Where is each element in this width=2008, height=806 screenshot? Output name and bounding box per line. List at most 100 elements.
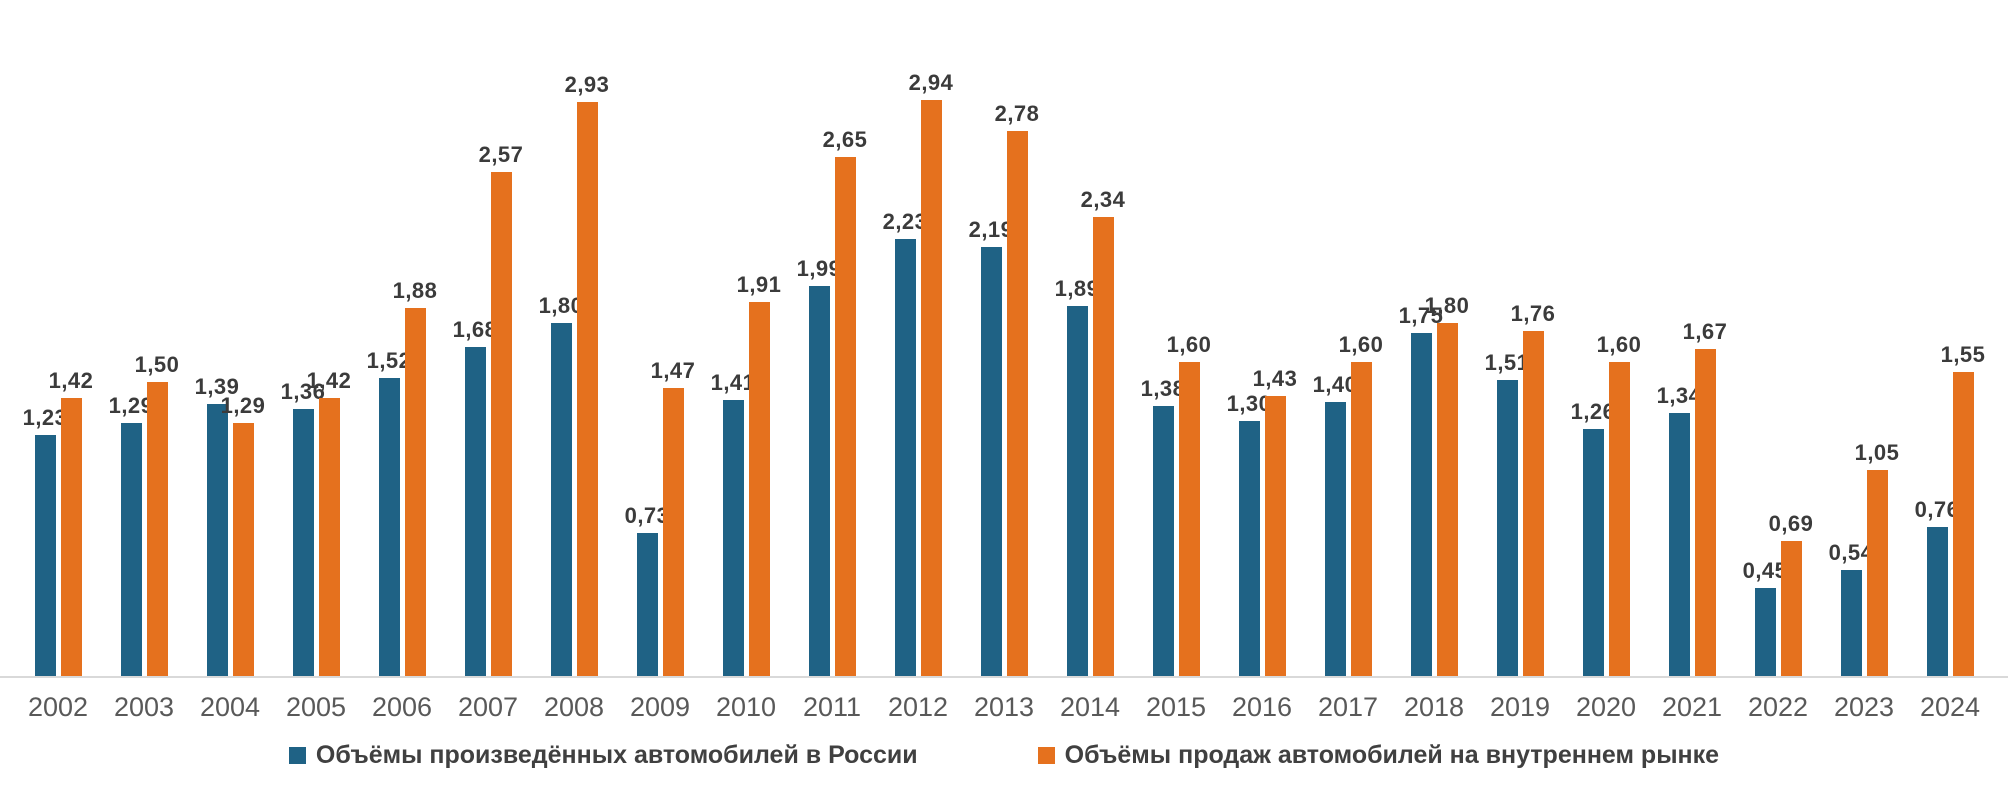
bar-production-2007: 1,68 xyxy=(453,317,497,676)
value-label: 1,60 xyxy=(1596,332,1642,357)
x-tick-2011: 2011 xyxy=(802,692,862,722)
bar-pair: 1,36 1,42 xyxy=(281,368,351,676)
bar-pair: 1,38 1,60 xyxy=(1141,332,1211,676)
year-group-2014: 1,89 2,34 xyxy=(1047,187,1133,676)
bar-sales-2018: 1,80 xyxy=(1425,293,1469,676)
bar-sales-2011: 2,65 xyxy=(823,127,867,676)
value-label: 1,34 xyxy=(1656,383,1702,408)
value-label: 1,29 xyxy=(220,393,266,418)
value-label: 0,54 xyxy=(1828,540,1874,565)
year-group-2016: 1,30 1,43 xyxy=(1219,366,1305,676)
bar-sales-2024: 1,55 xyxy=(1941,342,1985,676)
plot-area: 1,23 1,42 1,29 1,50 1,39 1,29 1,36 1,42 1,52 1,88… xyxy=(0,70,2008,678)
bar-production-2012: 2,23 xyxy=(883,209,927,676)
x-tick-2009: 2009 xyxy=(629,692,691,722)
bar-sales-2014: 2,34 xyxy=(1081,187,1125,676)
year-group-2008: 1,80 2,93 xyxy=(531,72,617,676)
bar-pair: 0,54 1,05 xyxy=(1829,440,1899,676)
x-tick-2023: 2023 xyxy=(1833,692,1895,722)
bar-sales-2002: 1,42 xyxy=(49,368,93,676)
bar-pair: 0,45 0,69 xyxy=(1743,511,1813,676)
bar-sales-2006: 1,88 xyxy=(393,278,437,676)
value-label: 1,55 xyxy=(1940,342,1986,367)
value-label: 1,75 xyxy=(1398,303,1444,328)
bar-production-2004: 1,39 xyxy=(195,374,239,676)
bar-pair: 2,19 2,78 xyxy=(969,101,1039,676)
x-tick-2019: 2019 xyxy=(1489,692,1551,722)
value-label: 1,76 xyxy=(1510,301,1556,326)
x-tick-2022: 2022 xyxy=(1747,692,1809,722)
bar-pair: 1,40 1,60 xyxy=(1313,332,1383,676)
bar-sales-2012: 2,94 xyxy=(909,70,953,676)
bar-production-2008: 1,80 xyxy=(539,293,583,676)
value-label: 2,93 xyxy=(564,72,610,97)
legend-swatch-sales-icon xyxy=(1037,747,1055,764)
value-label: 2,34 xyxy=(1080,187,1126,212)
x-tick-2024: 2024 xyxy=(1919,692,1981,722)
bar-sales-2023: 1,05 xyxy=(1855,440,1899,676)
bar-production-2010: 1,41 xyxy=(711,370,755,676)
value-label: 1,99 xyxy=(796,256,842,281)
year-group-2013: 2,19 2,78 xyxy=(961,101,1047,676)
value-label: 1,30 xyxy=(1226,391,1272,416)
year-group-2022: 0,45 0,69 xyxy=(1735,511,1821,676)
value-label: 2,78 xyxy=(994,101,1040,126)
x-tick-2006: 2006 xyxy=(371,692,433,722)
year-group-2009: 0,73 1,47 xyxy=(617,358,703,676)
bar-sales-2017: 1,60 xyxy=(1339,332,1383,676)
bar-pair: 1,52 1,88 xyxy=(367,278,437,676)
bar-pair: 1,51 1,76 xyxy=(1485,301,1555,676)
bar-production-2003: 1,29 xyxy=(109,393,153,676)
x-tick-2012: 2012 xyxy=(887,692,949,722)
bar-pair: 1,39 1,29 xyxy=(195,374,265,676)
value-label: 1,38 xyxy=(1140,376,1186,401)
year-group-2010: 1,41 1,91 xyxy=(703,272,789,676)
bar-production-2015: 1,38 xyxy=(1141,376,1185,676)
value-label: 1,52 xyxy=(366,348,412,373)
bar-production-2022: 0,45 xyxy=(1743,558,1787,676)
legend-item-production: Объёмы произведённых автомобилей в Росси… xyxy=(288,741,918,770)
value-label: 1,88 xyxy=(392,278,438,303)
bar-sales-2015: 1,60 xyxy=(1167,332,1211,676)
bar-sales-2009: 1,47 xyxy=(651,358,695,676)
x-tick-2020: 2020 xyxy=(1575,692,1637,722)
value-label: 0,76 xyxy=(1914,497,1960,522)
year-group-2004: 1,39 1,29 xyxy=(187,374,273,676)
value-label: 1,60 xyxy=(1338,332,1384,357)
bar-sales-2020: 1,60 xyxy=(1597,332,1641,676)
value-label: 0,73 xyxy=(624,503,670,528)
bar-production-2009: 0,73 xyxy=(625,503,669,676)
bar-production-2002: 1,23 xyxy=(23,405,67,676)
bar-production-2021: 1,34 xyxy=(1657,383,1701,676)
legend-label-sales: Объёмы продаж автомобилей на внутреннем … xyxy=(1064,741,1720,769)
bar-pair: 1,89 2,34 xyxy=(1055,187,1125,676)
value-label: 2,19 xyxy=(968,217,1014,242)
bar-production-2006: 1,52 xyxy=(367,348,411,676)
value-label: 1,89 xyxy=(1054,276,1100,301)
year-group-2015: 1,38 1,60 xyxy=(1133,332,1219,676)
x-tick-2016: 2016 xyxy=(1231,692,1293,722)
legend-label-production: Объёмы произведённых автомобилей в Росси… xyxy=(315,741,918,769)
value-label: 1,47 xyxy=(650,358,696,383)
bar-sales-2019: 1,76 xyxy=(1511,301,1555,676)
value-label: 1,43 xyxy=(1252,366,1298,391)
value-label: 1,91 xyxy=(736,272,782,297)
value-label: 1,50 xyxy=(134,352,180,377)
bar-pair: 1,68 2,57 xyxy=(453,142,523,676)
bar-production-2020: 1,26 xyxy=(1571,399,1615,676)
value-label: 1,29 xyxy=(108,393,154,418)
bar-pair: 0,76 1,55 xyxy=(1915,342,1985,676)
bar-production-2018: 1,75 xyxy=(1399,303,1443,676)
bar-sales-2007: 2,57 xyxy=(479,142,523,676)
year-group-2019: 1,51 1,76 xyxy=(1477,301,1563,676)
value-label: 2,23 xyxy=(882,209,928,234)
legend-item-sales: Объёмы продаж автомобилей на внутреннем … xyxy=(1037,741,1720,770)
bar-sales-2005: 1,42 xyxy=(307,368,351,676)
value-label: 2,94 xyxy=(908,70,954,95)
legend: Объёмы произведённых автомобилей в Росси… xyxy=(0,741,2008,770)
bar-production-2023: 0,54 xyxy=(1829,540,1873,676)
value-label: 1,36 xyxy=(280,379,326,404)
bar-pair: 1,99 2,65 xyxy=(797,127,867,676)
x-tick-2015: 2015 xyxy=(1145,692,1207,722)
